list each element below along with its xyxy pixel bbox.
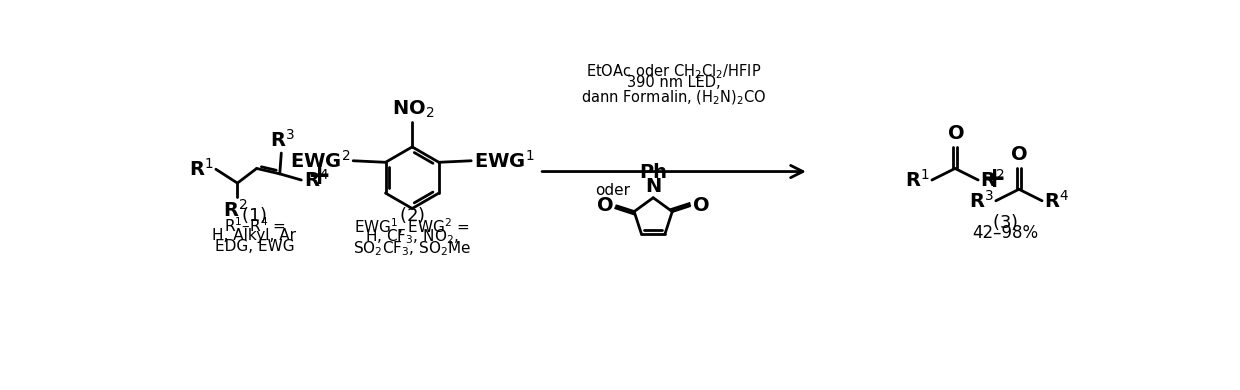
Text: +: + — [308, 162, 331, 190]
Text: R$^4$: R$^4$ — [1044, 190, 1069, 212]
Text: O: O — [693, 196, 709, 215]
Text: O: O — [1012, 145, 1028, 164]
Text: EWG$^1$: EWG$^1$ — [474, 150, 534, 172]
Text: +: + — [983, 165, 1007, 193]
Text: H, Alkyl, Ar: H, Alkyl, Ar — [212, 228, 296, 243]
Text: R$^2$: R$^2$ — [981, 169, 1004, 191]
Text: NO$_2$: NO$_2$ — [392, 99, 434, 120]
Text: EWG$^1$, EWG$^2$ =: EWG$^1$, EWG$^2$ = — [355, 216, 470, 237]
Text: R$^3$: R$^3$ — [270, 129, 295, 151]
Text: R$^1$–R$^4$ =: R$^1$–R$^4$ = — [223, 216, 285, 235]
Text: O: O — [596, 196, 614, 215]
Text: O: O — [947, 124, 965, 143]
Text: R$^3$: R$^3$ — [968, 190, 993, 212]
Text: EDG, EWG: EDG, EWG — [215, 239, 294, 254]
Text: R$^2$: R$^2$ — [223, 199, 247, 220]
Text: 42–98%: 42–98% — [972, 224, 1038, 242]
Text: H, CF$_3$, NO$_2$,: H, CF$_3$, NO$_2$, — [366, 228, 459, 246]
Text: R$^4$: R$^4$ — [304, 169, 329, 191]
Text: EWG$^2$: EWG$^2$ — [290, 150, 350, 172]
Text: dann Formalin, (H$_2$N)$_2$CO: dann Formalin, (H$_2$N)$_2$CO — [582, 89, 766, 107]
Text: $\it{(1)}$: $\it{(1)}$ — [242, 205, 268, 225]
Text: 390 nm LED,: 390 nm LED, — [627, 75, 720, 90]
Text: SO$_2$CF$_3$, SO$_2$Me: SO$_2$CF$_3$, SO$_2$Me — [353, 239, 471, 258]
Text: R$^1$: R$^1$ — [905, 169, 930, 191]
Text: $\it{(3)}$: $\it{(3)}$ — [992, 212, 1018, 232]
Text: R$^1$: R$^1$ — [188, 158, 213, 179]
Text: $\it{(2)}$: $\it{(2)}$ — [399, 205, 425, 225]
Text: Ph: Ph — [639, 163, 667, 182]
Text: N: N — [645, 177, 661, 196]
Text: EtOAc oder CH$_2$Cl$_2$/HFIP: EtOAc oder CH$_2$Cl$_2$/HFIP — [587, 62, 761, 81]
Text: oder: oder — [595, 183, 630, 198]
